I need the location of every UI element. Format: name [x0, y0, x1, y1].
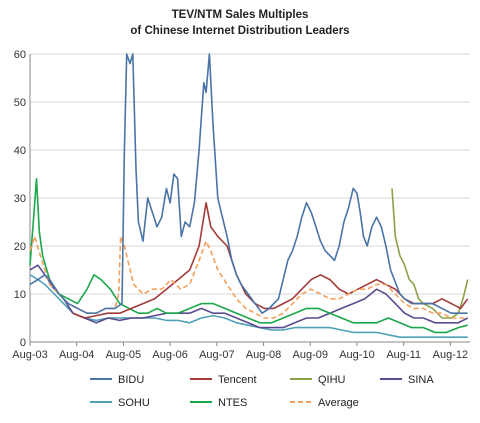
- y-tick-label: 30: [14, 193, 26, 205]
- x-tick-label: Aug-04: [59, 349, 94, 361]
- legend: BIDU Tencent QIHU SINA SOHU NTES Average: [90, 374, 434, 409]
- x-tick-label: Aug-03: [12, 349, 47, 361]
- legend-label-tencent: Tencent: [218, 374, 257, 386]
- x-tick-label: Aug-06: [152, 349, 187, 361]
- legend-label-ntes: NTES: [218, 397, 247, 409]
- y-tick-labels: 0 10 20 30 40 50 60: [14, 49, 26, 349]
- y-tick-label: 10: [14, 289, 26, 301]
- x-tick-label: Aug-11: [386, 349, 421, 361]
- x-tick-label: Aug-08: [246, 349, 281, 361]
- series-line-average: [29, 235, 468, 319]
- x-tick-labels: Aug-03 Aug-04 Aug-05 Aug-06 Aug-07 Aug-08 Aug-…: [12, 342, 468, 361]
- series-line-sina: [29, 264, 469, 329]
- x-tick-label: Aug-10: [339, 349, 374, 361]
- legend-label-bidu: BIDU: [118, 374, 144, 386]
- series-line-ntes: [29, 178, 468, 334]
- x-tick-label: Aug-05: [106, 349, 141, 361]
- y-tick-label: 60: [14, 49, 26, 61]
- series-line-bidu: [29, 53, 468, 314]
- x-tick-label: Aug-07: [199, 349, 234, 361]
- legend-label-average: Average: [318, 397, 359, 409]
- y-tick-label: 50: [14, 97, 26, 109]
- y-tick-label: 40: [14, 145, 26, 157]
- chart-subtitle: of Chinese Internet Distribution Leaders: [130, 25, 349, 37]
- series-lines: [29, 53, 469, 338]
- legend-label-sohu: SOHU: [118, 397, 150, 409]
- y-tick-label: 0: [20, 337, 26, 349]
- x-tick-label: Aug-12: [433, 349, 468, 361]
- chart-title: TEV/NTM Sales Multiples: [172, 9, 309, 21]
- legend-label-sina: SINA: [408, 374, 434, 386]
- y-tick-label: 20: [14, 241, 26, 253]
- series-line-sohu: [29, 274, 468, 338]
- gridlines: [30, 53, 470, 295]
- axes: [29, 54, 470, 343]
- legend-label-qihu: QIHU: [318, 374, 346, 386]
- x-tick-label: Aug-09: [293, 349, 328, 361]
